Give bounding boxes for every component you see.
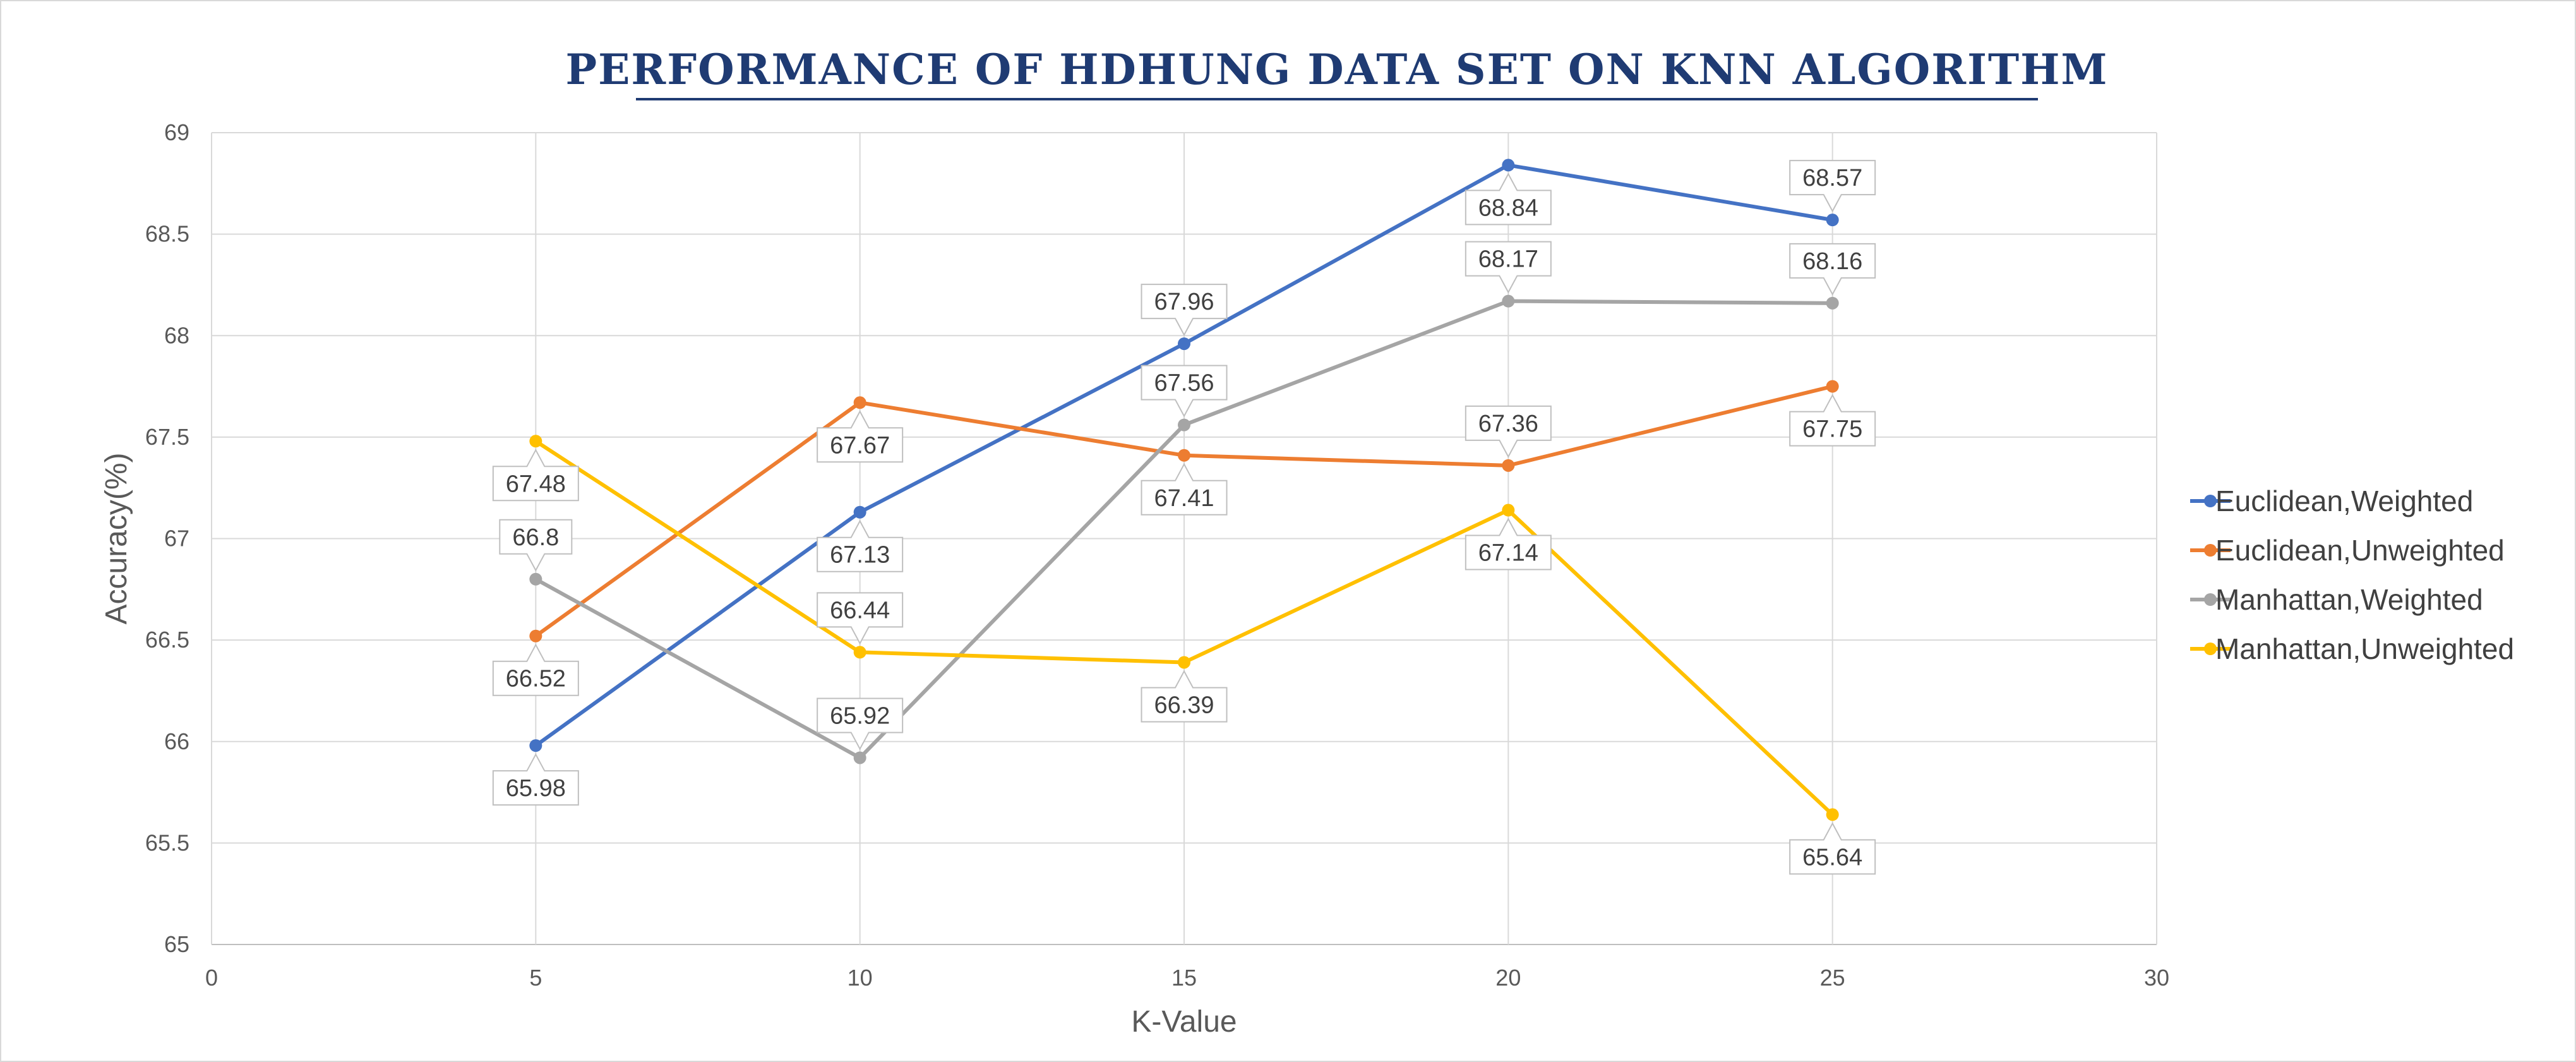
data-point bbox=[529, 739, 542, 752]
x-tick-label: 15 bbox=[1171, 965, 1197, 991]
data-label: 67.67 bbox=[830, 432, 890, 459]
data-point bbox=[1826, 808, 1839, 821]
data-label-box bbox=[1789, 394, 1876, 447]
data-label-box bbox=[1789, 243, 1876, 296]
data-label-box bbox=[817, 519, 904, 572]
legend-swatch-marker bbox=[2204, 643, 2217, 655]
data-label: 67.75 bbox=[1802, 416, 1862, 443]
data-label: 67.13 bbox=[830, 542, 890, 569]
data-point bbox=[529, 435, 542, 448]
data-label-box bbox=[1465, 517, 1552, 570]
data-label-box bbox=[1141, 670, 1228, 723]
data-point bbox=[1826, 296, 1839, 310]
data-label-box bbox=[817, 410, 904, 463]
data-point bbox=[853, 751, 866, 764]
data-point bbox=[853, 396, 866, 409]
x-tick-label: 30 bbox=[2144, 965, 2169, 991]
y-tick-label: 66.5 bbox=[145, 627, 189, 653]
data-point bbox=[1178, 418, 1190, 431]
data-label-box bbox=[1465, 172, 1552, 226]
data-label: 68.17 bbox=[1478, 246, 1538, 273]
data-label: 65.92 bbox=[830, 703, 890, 729]
data-point bbox=[1502, 459, 1515, 472]
x-tick-label: 20 bbox=[1495, 965, 1521, 991]
y-tick-label: 69 bbox=[164, 119, 189, 145]
x-tick-label: 25 bbox=[1820, 965, 1845, 991]
data-label: 65.64 bbox=[1802, 844, 1862, 871]
data-labels: 65.98 67.13 67.96 68.84 68.57 66.52 67.67 67.41… bbox=[492, 160, 1876, 875]
data-label: 67.36 bbox=[1478, 411, 1538, 437]
legend-label: Manhattan,Unweighted bbox=[2215, 632, 2514, 665]
data-label-box bbox=[492, 449, 579, 502]
data-label-box bbox=[817, 697, 904, 751]
legend-label: Euclidean,Unweighted bbox=[2215, 534, 2505, 567]
legend-swatch-marker bbox=[2204, 544, 2217, 557]
y-tick-label: 67 bbox=[164, 526, 189, 552]
series-lines bbox=[529, 159, 1839, 821]
data-point bbox=[1502, 504, 1515, 517]
data-point bbox=[1826, 214, 1839, 227]
y-tick-label: 65.5 bbox=[145, 830, 189, 855]
data-label: 67.41 bbox=[1154, 485, 1214, 512]
y-tick-label: 68.5 bbox=[145, 221, 189, 247]
y-tick-label: 65 bbox=[164, 931, 189, 957]
data-point bbox=[529, 572, 542, 586]
x-tick-label: 10 bbox=[848, 965, 873, 991]
x-axis-title: K-Value bbox=[1131, 1005, 1237, 1039]
data-point bbox=[1178, 337, 1190, 351]
data-label: 68.84 bbox=[1478, 195, 1538, 221]
data-point bbox=[529, 629, 542, 643]
legend: Euclidean,Weighted Euclidean,Unweighted Ma… bbox=[2190, 485, 2514, 665]
data-point bbox=[1178, 656, 1190, 669]
data-point bbox=[1502, 159, 1515, 172]
data-label-box bbox=[1789, 822, 1876, 875]
data-label: 67.14 bbox=[1478, 540, 1538, 567]
y-tick-label: 67.5 bbox=[145, 424, 189, 450]
y-axis-title: Accuracy(%) bbox=[100, 452, 133, 624]
data-label: 66.8 bbox=[512, 524, 559, 551]
data-label-box bbox=[1141, 365, 1228, 418]
data-label-box bbox=[499, 519, 573, 572]
data-label: 67.56 bbox=[1154, 370, 1214, 397]
data-label: 68.57 bbox=[1802, 165, 1862, 191]
data-label-box bbox=[817, 592, 904, 645]
data-label-box bbox=[1465, 241, 1552, 294]
data-point bbox=[853, 505, 866, 519]
data-label: 67.96 bbox=[1154, 289, 1214, 315]
x-tick-label: 0 bbox=[205, 965, 218, 991]
y-tick-label: 66 bbox=[164, 728, 189, 754]
data-label: 67.48 bbox=[506, 471, 566, 497]
data-point bbox=[1178, 449, 1190, 462]
data-label-box bbox=[1789, 160, 1876, 213]
data-label-box bbox=[1141, 462, 1228, 516]
x-tick-label: 5 bbox=[529, 965, 542, 991]
data-point bbox=[853, 646, 866, 659]
legend-swatch-marker bbox=[2204, 593, 2217, 606]
data-label-box bbox=[492, 753, 579, 806]
chart-title: PERFORMANCE OF HDHUNG DATA SET ON KNN AL… bbox=[566, 45, 2109, 94]
data-label-box bbox=[1465, 405, 1552, 458]
axes: 65 65.5 66 66.5 67 67.5 68 68.5 69 0 5 10 15 20 25 30 K-… bbox=[100, 119, 2169, 1039]
data-point bbox=[1502, 294, 1515, 308]
data-label: 68.16 bbox=[1802, 248, 1862, 275]
data-label: 66.44 bbox=[830, 597, 890, 624]
legend-label: Euclidean,Weighted bbox=[2215, 485, 2473, 517]
y-tick-label: 68 bbox=[164, 322, 189, 348]
data-label-box bbox=[492, 643, 579, 696]
data-label-box bbox=[1141, 284, 1228, 337]
data-label: 66.39 bbox=[1154, 692, 1214, 718]
data-label: 65.98 bbox=[506, 775, 566, 802]
data-label: 66.52 bbox=[506, 666, 566, 692]
data-point bbox=[1826, 380, 1839, 393]
legend-label: Manhattan,Weighted bbox=[2215, 583, 2483, 616]
legend-swatch-marker bbox=[2204, 495, 2217, 507]
